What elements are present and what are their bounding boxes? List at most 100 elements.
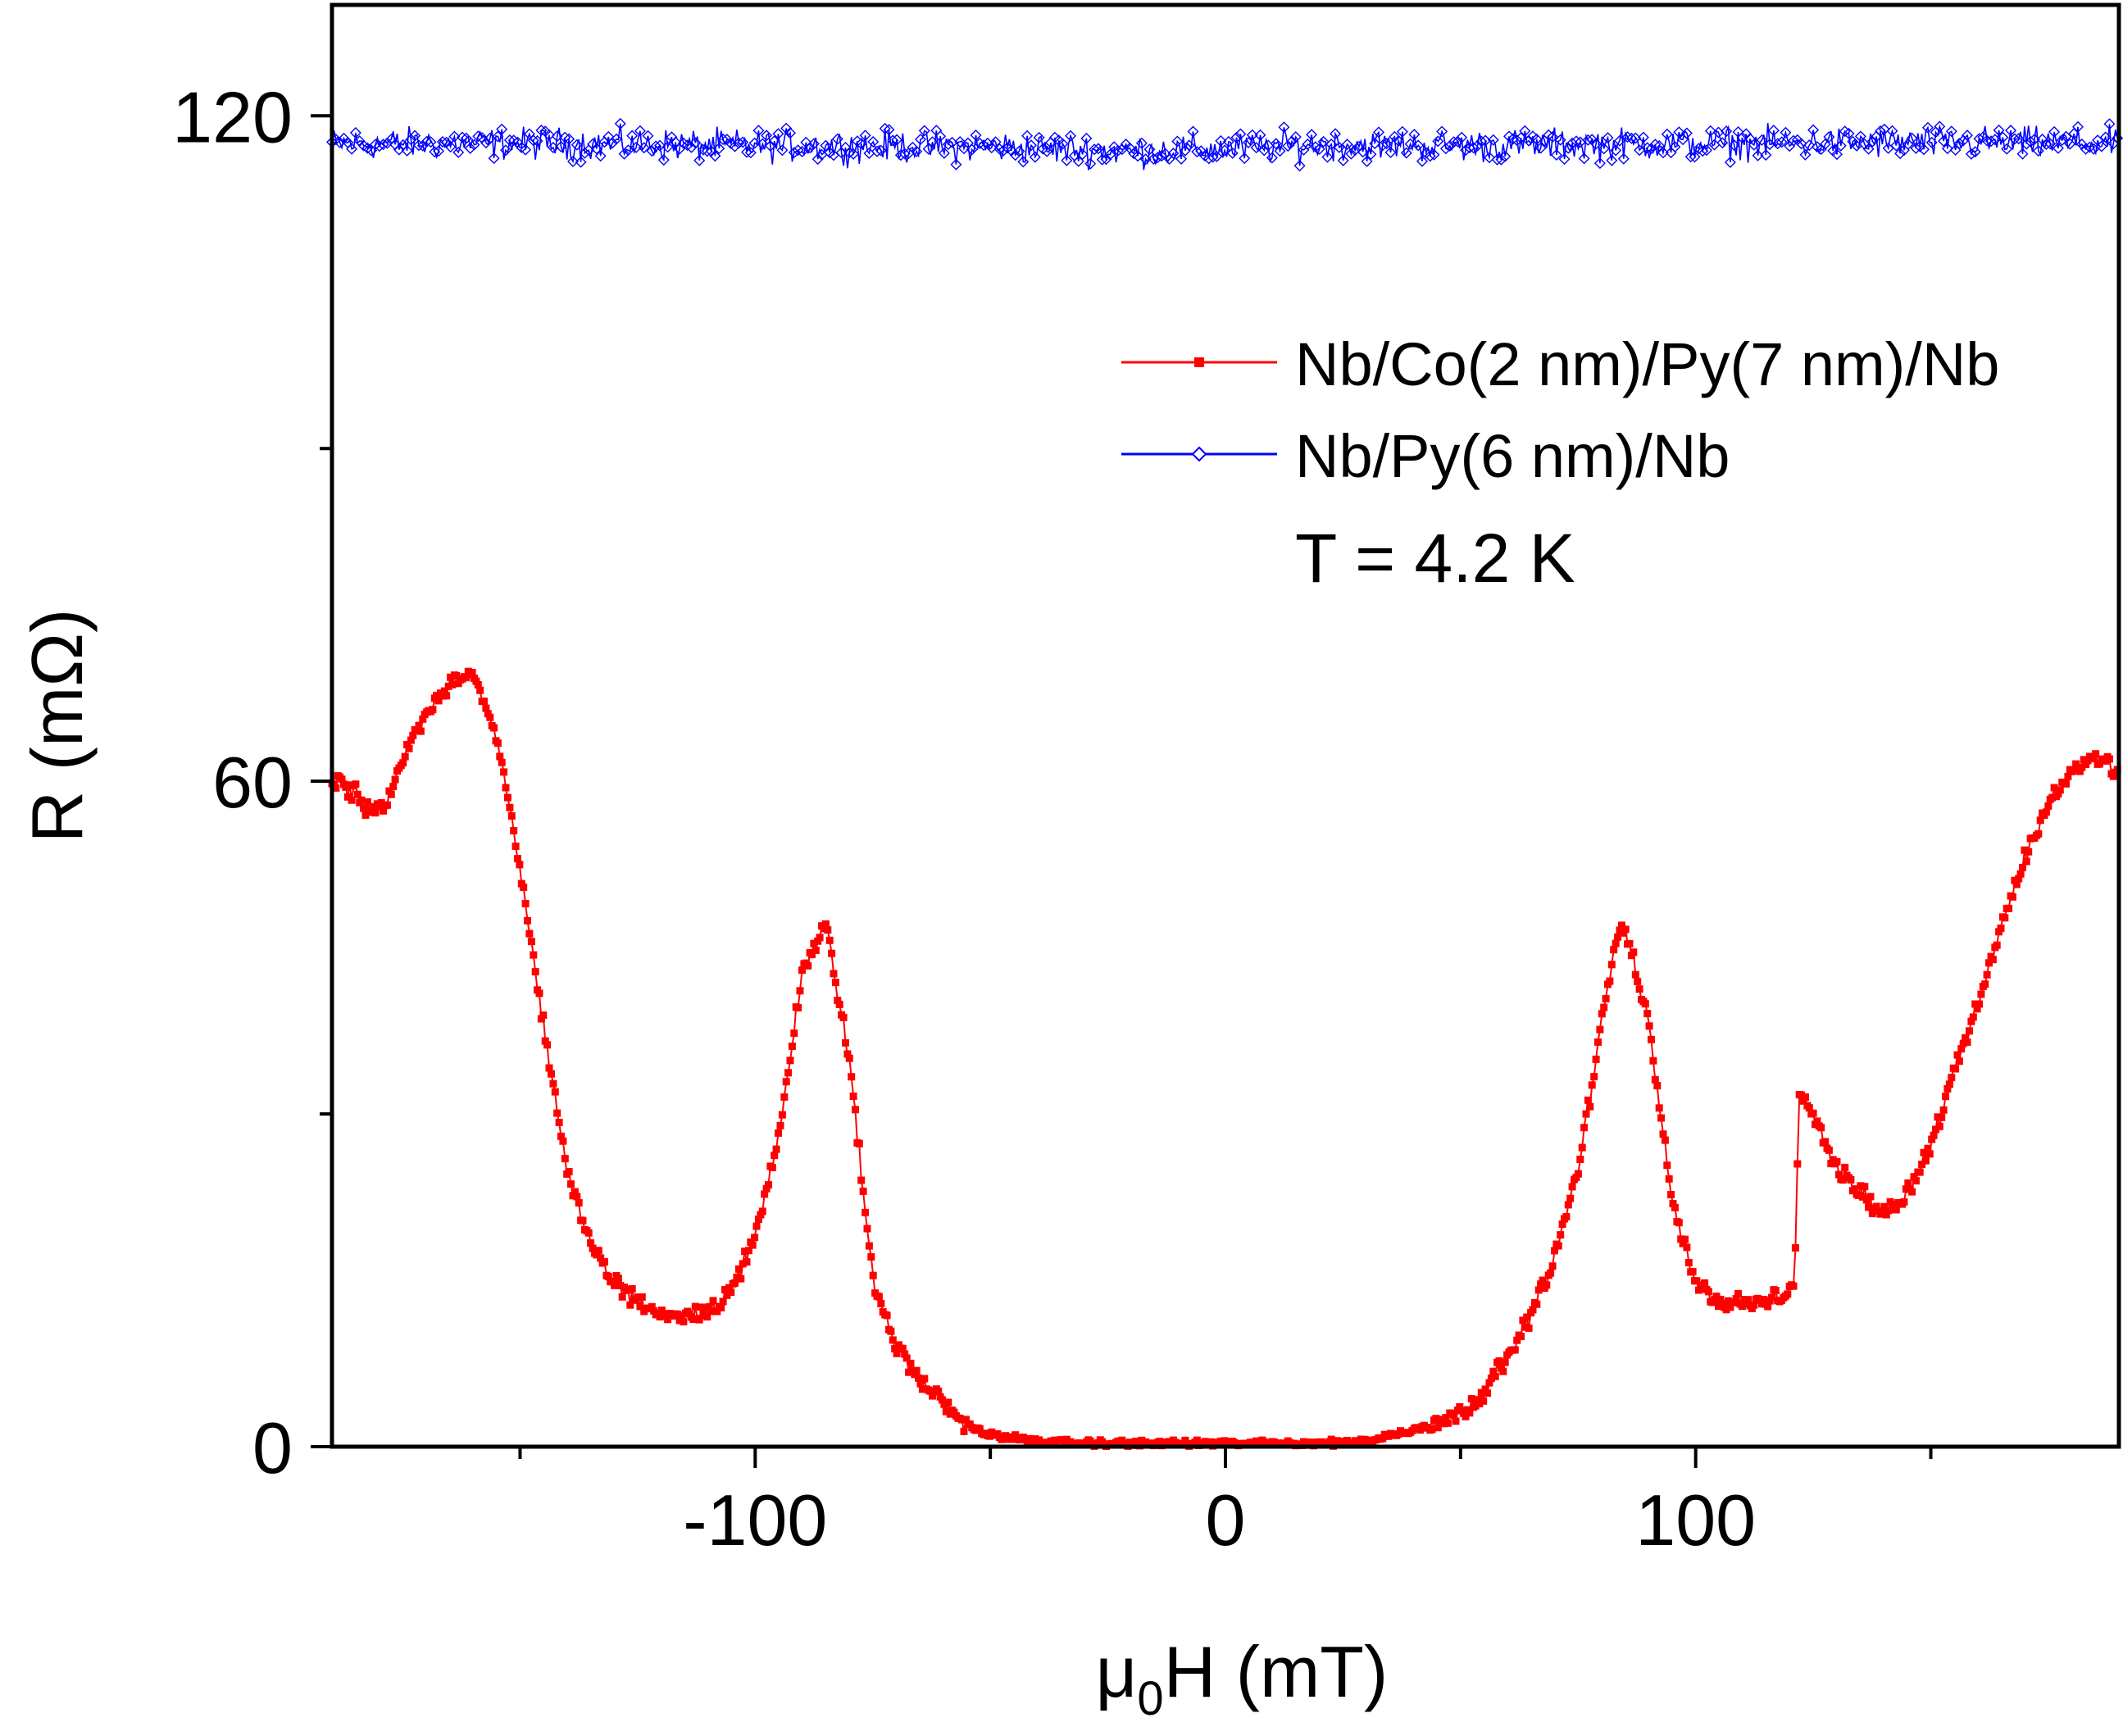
data-point-nb-co-py	[1924, 1144, 1932, 1152]
data-point-nb-py	[918, 125, 930, 137]
data-point-nb-py	[436, 136, 448, 148]
data-point-nb-co-py	[1443, 1419, 1452, 1427]
data-point-nb-py	[1171, 135, 1184, 148]
data-point-nb-co-py	[1434, 1424, 1442, 1432]
data-point-nb-py	[2084, 141, 2096, 153]
data-point-nb-co-py	[849, 1093, 857, 1100]
data-point-nb-co-py	[675, 1316, 684, 1325]
data-point-nb-co-py	[1971, 1000, 1980, 1008]
data-point-nb-py	[1669, 141, 1681, 153]
data-point-nb-co-py	[1584, 1096, 1592, 1104]
data-point-nb-py	[1396, 125, 1408, 138]
data-point-nb-co-py	[1462, 1412, 1470, 1420]
data-point-nb-py	[1183, 139, 1195, 152]
data-point-nb-co-py	[852, 1106, 859, 1114]
data-point-nb-py	[476, 132, 489, 144]
data-point-nb-py	[709, 150, 721, 162]
data-point-nb-co-py	[1989, 956, 1997, 964]
data-point-nb-py	[1373, 126, 1384, 139]
data-point-nb-py	[1092, 143, 1104, 155]
data-point-nb-py	[1365, 148, 1377, 161]
data-point-nb-co-py	[2021, 846, 2029, 854]
data-point-nb-co-py	[1588, 1081, 1596, 1089]
data-point-nb-co-py	[1900, 1197, 1908, 1206]
data-point-nb-py	[413, 139, 425, 152]
data-point-nb-py	[1593, 157, 1606, 170]
data-point-nb-co-py	[1607, 961, 1616, 969]
data-point-nb-py	[2044, 138, 2057, 150]
data-point-nb-py	[429, 146, 441, 158]
data-point-nb-py	[1554, 134, 1566, 146]
data-point-nb-co-py	[1943, 1084, 1952, 1093]
legend-marker-red	[1194, 357, 1204, 367]
data-point-nb-co-py	[1600, 1003, 1608, 1011]
data-point-nb-py	[1480, 134, 1492, 147]
data-point-nb-py	[1226, 147, 1239, 159]
data-point-nb-py	[1973, 133, 1985, 145]
data-point-nb-co-py	[521, 900, 530, 907]
data-point-nb-co-py	[776, 1121, 784, 1129]
data-point-nb-co-py	[1953, 1051, 1962, 1059]
data-point-nb-co-py	[1606, 977, 1614, 985]
data-point-nb-co-py	[1962, 1034, 1970, 1042]
data-point-nb-co-py	[1655, 1104, 1663, 1112]
data-point-nb-py	[1416, 155, 1428, 167]
data-point-nb-co-py	[1857, 1182, 1865, 1190]
data-point-nb-py	[381, 137, 393, 149]
data-point-nb-py	[590, 143, 602, 155]
data-point-nb-co-py	[1663, 1161, 1671, 1170]
data-point-nb-py	[1219, 144, 1231, 157]
data-point-nb-co-py	[413, 726, 421, 734]
data-point-nb-py	[393, 143, 405, 156]
data-point-nb-py	[752, 125, 765, 137]
data-point-nb-co-py	[1523, 1313, 1531, 1321]
data-point-nb-py	[1246, 129, 1258, 141]
data-point-nb-py	[618, 148, 630, 160]
data-point-nb-py	[693, 154, 706, 166]
data-point-nb-co-py	[1651, 1075, 1659, 1084]
data-point-nb-co-py	[723, 1291, 731, 1299]
data-point-nb-co-py	[1669, 1200, 1677, 1207]
data-point-nb-py	[1436, 125, 1448, 138]
data-point-nb-py	[891, 134, 903, 146]
data-point-nb-co-py	[535, 989, 543, 998]
data-point-nb-co-py	[1574, 1170, 1582, 1178]
data-point-nb-py	[1921, 121, 1934, 134]
data-point-nb-co-py	[611, 1281, 619, 1289]
data-point-nb-py	[1969, 146, 1981, 158]
data-point-nb-co-py	[1521, 1323, 1529, 1331]
data-point-nb-co-py	[2072, 760, 2080, 768]
data-point-nb-co-py	[1675, 1219, 1683, 1227]
data-point-nb-py	[1689, 151, 1701, 163]
data-point-nb-co-py	[1659, 1130, 1667, 1138]
data-point-nb-py	[761, 130, 773, 142]
data-point-nb-co-py	[429, 706, 437, 714]
data-point-nb-py	[2040, 139, 2053, 150]
data-point-nb-co-py	[842, 1038, 849, 1047]
data-point-nb-co-py	[1712, 1293, 1721, 1301]
axis-ticks: -100 0 100 0 60 120	[172, 76, 1933, 1561]
data-point-nb-co-py	[1791, 1243, 1799, 1252]
data-point-nb-co-py	[490, 724, 498, 732]
data-point-nb-co-py	[1805, 1104, 1813, 1112]
data-point-nb-py	[811, 153, 824, 166]
data-point-nb-py	[1243, 137, 1254, 148]
data-point-nb-co-py	[821, 920, 830, 928]
data-point-nb-co-py	[857, 1176, 866, 1184]
data-point-nb-py	[1701, 144, 1712, 157]
data-point-nb-py	[520, 143, 532, 156]
data-point-nb-co-py	[843, 1050, 852, 1058]
data-point-nb-co-py	[808, 951, 816, 959]
data-point-nb-co-py	[1537, 1280, 1545, 1288]
data-point-nb-py	[1452, 135, 1464, 148]
data-point-nb-py	[1254, 129, 1266, 141]
data-point-nb-co-py	[820, 925, 828, 933]
plot-frame	[330, 2, 2121, 1449]
series-nb-co-py-markers	[328, 667, 2121, 1451]
data-point-nb-co-py	[794, 1004, 802, 1011]
data-point-nb-co-py	[1872, 1202, 1880, 1211]
data-point-nb-co-py	[2064, 772, 2072, 780]
data-point-nb-co-py	[553, 1109, 561, 1117]
data-point-nb-co-py	[1534, 1286, 1543, 1294]
data-point-nb-co-py	[543, 1041, 552, 1049]
